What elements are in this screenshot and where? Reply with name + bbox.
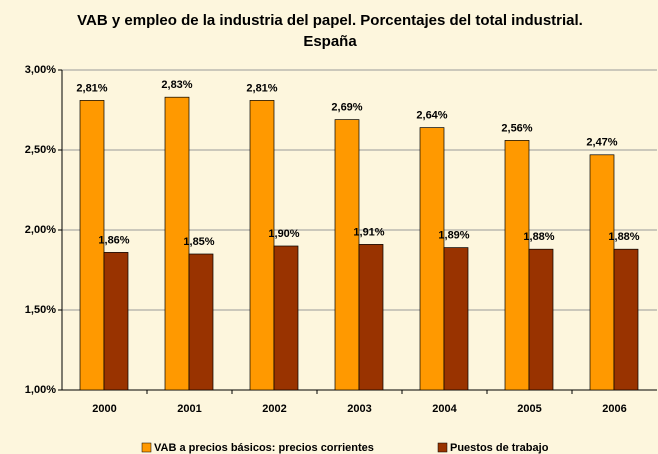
bar bbox=[79, 100, 105, 391]
chart-title: VAB y empleo de la industria del papel. … bbox=[77, 12, 583, 50]
value-label: 1,89% bbox=[438, 230, 469, 242]
x-tick-label: 2001 bbox=[177, 403, 201, 415]
value-label: 2,47% bbox=[586, 137, 617, 149]
bar bbox=[589, 154, 615, 391]
value-label: 1,91% bbox=[353, 226, 384, 238]
value-label: 2,69% bbox=[331, 102, 362, 114]
legend-swatch bbox=[141, 442, 152, 453]
value-label: 2,64% bbox=[416, 110, 447, 122]
x-tick-label: 2004 bbox=[432, 403, 457, 415]
bar bbox=[103, 252, 129, 391]
bar bbox=[358, 244, 384, 391]
value-label: 1,88% bbox=[523, 231, 554, 243]
y-tick-label: 2,50% bbox=[25, 144, 56, 156]
y-tick-label: 1,00% bbox=[25, 384, 56, 396]
x-tick-label: 2006 bbox=[602, 403, 626, 415]
bar bbox=[443, 247, 469, 391]
x-tick-label: 2000 bbox=[92, 403, 116, 415]
value-label: 2,81% bbox=[246, 82, 277, 94]
x-tick-label: 2005 bbox=[517, 403, 541, 415]
bar bbox=[419, 127, 445, 391]
value-label: 1,88% bbox=[608, 231, 639, 243]
value-label: 1,90% bbox=[268, 228, 299, 240]
bar bbox=[334, 119, 360, 391]
legend-swatch bbox=[437, 442, 448, 453]
value-label: 2,83% bbox=[161, 79, 192, 91]
y-tick-label: 2,00% bbox=[25, 224, 56, 236]
x-tick-label: 2002 bbox=[262, 403, 286, 415]
x-tick-label: 2003 bbox=[347, 403, 371, 415]
value-label: 2,81% bbox=[76, 82, 107, 94]
bar bbox=[504, 140, 530, 391]
y-tick-label: 1,50% bbox=[25, 304, 56, 316]
bar bbox=[188, 253, 214, 391]
value-label: 1,85% bbox=[183, 236, 214, 248]
bar bbox=[164, 96, 190, 391]
value-label: 2,56% bbox=[501, 122, 532, 134]
bar bbox=[273, 245, 299, 391]
y-tick-label: 3,00% bbox=[25, 64, 56, 76]
bar bbox=[249, 100, 275, 391]
bar bbox=[613, 248, 639, 391]
bar bbox=[528, 248, 554, 391]
value-label: 1,86% bbox=[98, 234, 129, 246]
legend-label: Puestos de trabajo bbox=[450, 442, 549, 454]
legend-label: VAB a precios básicos: precios corriente… bbox=[154, 442, 374, 454]
